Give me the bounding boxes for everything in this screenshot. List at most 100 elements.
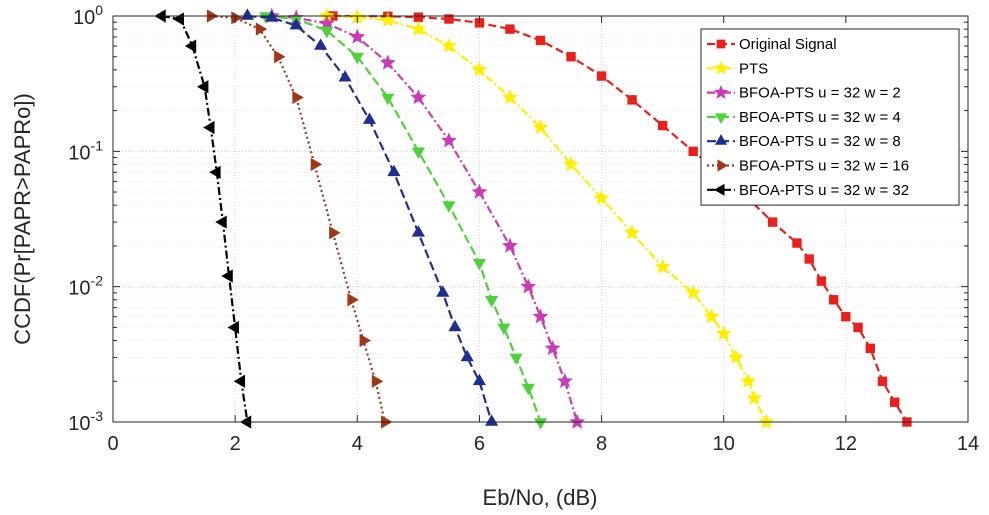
data-point xyxy=(410,20,427,36)
data-point xyxy=(221,269,233,283)
legend-marker xyxy=(713,60,729,75)
legend-item: PTS xyxy=(707,60,768,77)
x-tick-label: 0 xyxy=(107,433,118,455)
data-point xyxy=(520,278,537,294)
data-point xyxy=(240,8,254,20)
x-tick-label: 4 xyxy=(352,433,363,455)
data-point xyxy=(688,146,698,157)
legend-marker xyxy=(714,113,728,125)
x-tick-label: 8 xyxy=(596,433,607,455)
data-point xyxy=(563,156,579,172)
data-point xyxy=(532,308,549,324)
data-point xyxy=(274,50,286,64)
data-point xyxy=(627,95,637,105)
data-point xyxy=(485,414,499,426)
data-point xyxy=(314,38,328,50)
legend-marker xyxy=(713,84,729,99)
data-point xyxy=(197,80,209,94)
data-point xyxy=(387,164,401,177)
data-point xyxy=(472,259,486,271)
plot-frame xyxy=(112,15,969,423)
data-point xyxy=(502,237,518,253)
data-point xyxy=(471,61,488,77)
x-axis-label: Eb/No, (dB) xyxy=(483,485,598,510)
data-point xyxy=(792,238,802,248)
data-point xyxy=(535,35,546,46)
data-point xyxy=(442,201,456,213)
legend-item: BFOA-PTS u = 32 w = 8 xyxy=(707,133,901,150)
data-point xyxy=(289,17,303,30)
data-point xyxy=(804,254,814,264)
data-point xyxy=(379,54,396,70)
legend: Original Signal PTS BFOA-PTS u = 32 w = 2 B… xyxy=(700,28,960,206)
data-point xyxy=(865,343,875,354)
legend-label: Original Signal xyxy=(739,36,837,53)
data-point xyxy=(411,147,425,159)
legend-label: BFOA-PTS u = 32 w = 8 xyxy=(739,133,901,150)
data-point xyxy=(310,157,323,172)
data-point xyxy=(853,322,863,333)
data-point xyxy=(436,285,450,297)
data-point xyxy=(566,52,576,62)
x-tick-label: 2 xyxy=(230,433,241,455)
legend-item: Original Signal xyxy=(707,36,837,53)
data-point xyxy=(233,374,246,388)
data-point xyxy=(544,340,561,356)
data-point xyxy=(746,389,763,405)
data-point xyxy=(371,374,384,388)
data-point xyxy=(596,71,607,81)
y-tick-label: 10-3 xyxy=(68,408,103,435)
legend-label: BFOA-PTS u = 32 w = 4 xyxy=(739,109,901,126)
legend-marker xyxy=(714,183,725,196)
series-6 xyxy=(206,9,393,429)
legend-item: BFOA-PTS u = 32 w = 16 xyxy=(707,158,909,175)
data-point xyxy=(816,276,827,286)
series-line xyxy=(210,14,386,423)
data-point xyxy=(505,24,515,34)
series-layer xyxy=(154,7,912,430)
series-line xyxy=(271,14,579,423)
legend-item: BFOA-PTS u = 32 w = 4 xyxy=(707,109,901,126)
data-point xyxy=(502,89,518,105)
data-point xyxy=(740,373,757,388)
data-point xyxy=(841,311,851,322)
data-point xyxy=(472,373,486,386)
y-tick-labels: 100 10-1 10-2 10-3 xyxy=(68,2,103,435)
data-point xyxy=(509,353,523,366)
data-point xyxy=(411,225,425,237)
data-point xyxy=(828,295,839,305)
x-tick-label: 12 xyxy=(835,433,857,455)
data-point xyxy=(444,14,454,24)
data-point xyxy=(624,224,640,240)
data-point xyxy=(329,226,341,240)
data-point xyxy=(379,12,396,27)
legend-label: PTS xyxy=(739,60,768,77)
data-point xyxy=(654,258,671,274)
data-point xyxy=(685,284,702,300)
data-point xyxy=(184,39,197,53)
series-2 xyxy=(318,7,775,429)
data-point xyxy=(460,349,474,362)
legend-label: BFOA-PTS u = 32 w = 32 xyxy=(739,182,909,199)
y-tick-label: 100 xyxy=(73,2,103,29)
data-point xyxy=(215,215,227,229)
data-point xyxy=(877,376,888,386)
legend-label: BFOA-PTS u = 32 w = 16 xyxy=(739,158,909,175)
data-point xyxy=(758,413,775,429)
series-4 xyxy=(259,12,548,430)
y-tick-label: 10-1 xyxy=(68,137,103,164)
data-point xyxy=(532,119,549,135)
data-point xyxy=(728,349,744,365)
legend-marker xyxy=(717,159,728,172)
data-point xyxy=(231,11,243,25)
data-point xyxy=(347,293,359,307)
y-axis-label: CCDF(Pr[PAPR>PAPRo]) xyxy=(10,93,35,345)
x-tick-label: 10 xyxy=(713,433,735,455)
data-point xyxy=(569,413,586,429)
data-point xyxy=(890,397,900,407)
data-point xyxy=(292,90,304,105)
data-point xyxy=(441,132,457,148)
legend-marker xyxy=(714,134,728,145)
legend-box xyxy=(700,28,960,206)
